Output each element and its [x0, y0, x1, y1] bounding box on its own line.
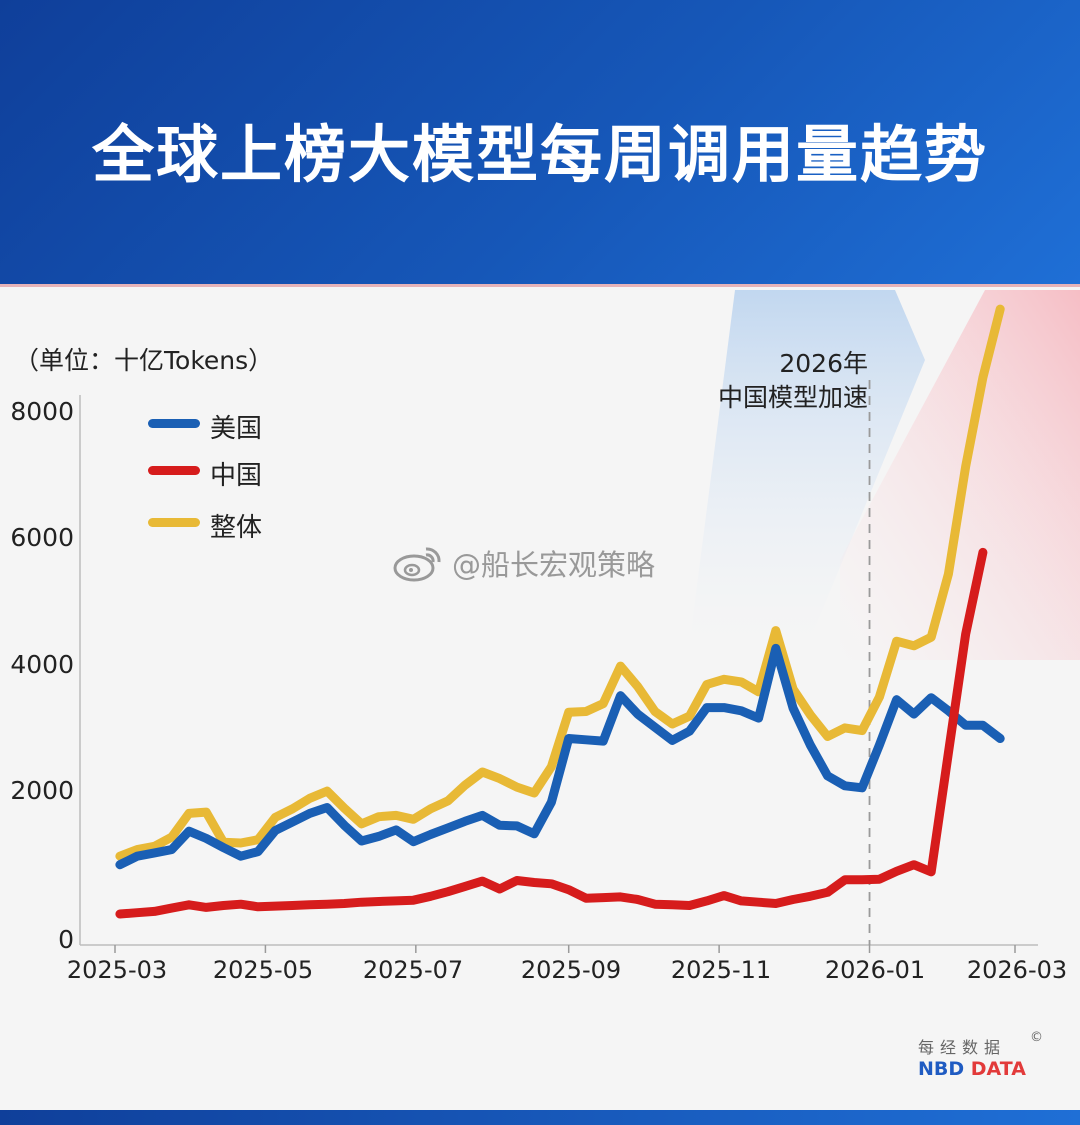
y-tick-label: 0 — [58, 925, 74, 954]
footer-bar — [0, 1110, 1080, 1125]
header-divider — [0, 284, 1080, 287]
x-tick-label: 2025-03 — [66, 956, 168, 984]
header-banner: 全球上榜大模型每周调用量趋势 — [0, 0, 1080, 284]
source-credit: 每经数据 NBD DATA © — [918, 1030, 1043, 1080]
series-line-total — [115, 304, 1005, 861]
watermark-text: @船长宏观策略 — [452, 548, 656, 582]
watermark: @船长宏观策略 — [392, 542, 655, 586]
legend-swatch-total — [148, 518, 200, 527]
x-tick-label: 2026-01 — [824, 956, 926, 984]
legend-swatch-us — [148, 419, 200, 428]
y-tick-label: 4000 — [10, 650, 74, 679]
series-line-us — [115, 643, 1005, 870]
legend-swatch-china — [148, 466, 200, 475]
credit-chinese: 每经数据 — [918, 1038, 1007, 1057]
y-tick-label: 6000 — [10, 523, 74, 552]
legend-label-us: 美国 — [210, 414, 263, 444]
blue-highlight-band — [690, 290, 925, 640]
annotation-text: 2026年 中国模型加速 — [718, 347, 868, 415]
x-tick-label: 2025-11 — [670, 956, 772, 984]
annotation-line-2: 中国模型加速 — [717, 383, 868, 412]
y-tick-label: 8000 — [10, 397, 74, 426]
page-title: 全球上榜大模型每周调用量趋势 — [91, 118, 988, 191]
y-tick-label: 2000 — [10, 776, 74, 805]
weibo-icon — [393, 547, 441, 582]
y-axis-unit-label: （单位：十亿Tokens） — [14, 346, 274, 375]
credit-data: DATA — [970, 1058, 1026, 1080]
legend-label-total: 整体 — [210, 513, 263, 543]
legend-label-china: 中国 — [210, 461, 263, 491]
annotation-line-1: 2026年 — [779, 349, 868, 378]
copyright-icon: © — [1030, 1030, 1043, 1045]
series-line-china — [115, 547, 988, 919]
credit-nbd: NBD — [918, 1058, 965, 1080]
x-tick-label: 2025-05 — [212, 956, 314, 984]
x-tick-label: 2026-03 — [966, 956, 1068, 984]
x-tick-label: 2025-09 — [520, 956, 622, 984]
x-tick-label: 2025-07 — [362, 956, 464, 984]
credit-logo: NBD DATA — [918, 1058, 1026, 1080]
